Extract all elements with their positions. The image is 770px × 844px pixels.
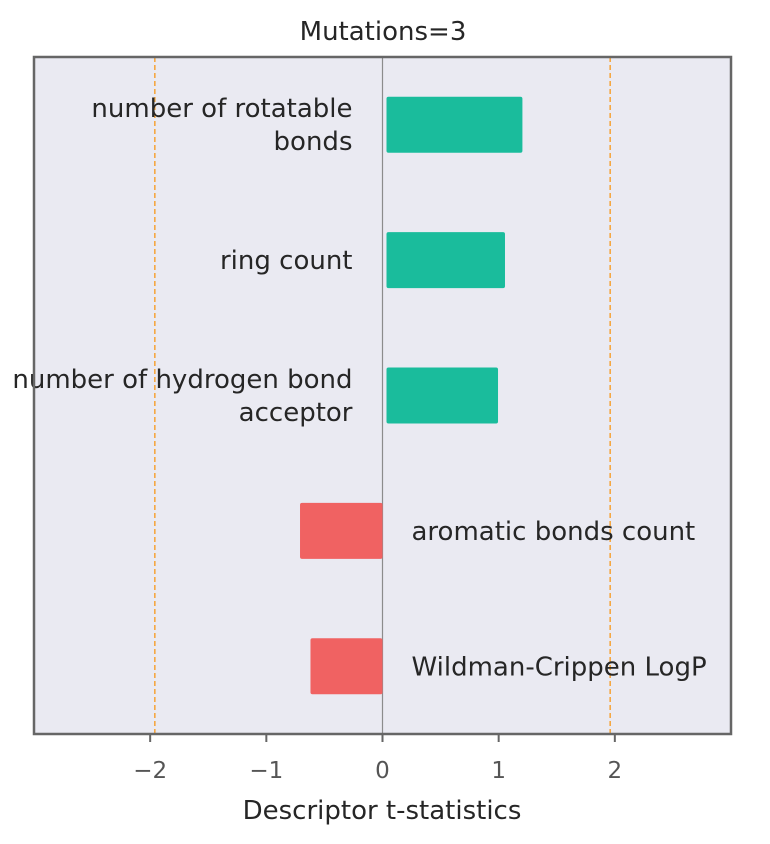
- chart-title: Mutations=3: [300, 17, 467, 47]
- x-tick-label-3: 1: [491, 758, 506, 784]
- bar-1: [386, 232, 505, 289]
- x-tick-label-4: 2: [608, 758, 623, 784]
- category-label-3: aromatic bonds count: [412, 517, 696, 547]
- x-tick-label-2: 0: [375, 758, 390, 784]
- threshold-lines: [154, 57, 611, 734]
- category-labels: number of rotatable bonds ring count number…: [12, 94, 706, 682]
- bar-0: [386, 96, 523, 153]
- category-label-4: Wildman-Crippen LogP: [412, 652, 707, 682]
- bar-4: [310, 638, 383, 695]
- x-tick-label-1: −1: [249, 758, 283, 784]
- bar-2: [386, 367, 499, 424]
- bars: [300, 96, 523, 695]
- category-label-0: number of rotatable bonds: [91, 94, 352, 157]
- category-label-1: ring count: [220, 246, 353, 276]
- x-axis-label: Descriptor t-statistics: [243, 796, 522, 826]
- category-label-2: number of hydrogen bond acceptor: [12, 365, 352, 428]
- x-tick-label-0: −2: [133, 758, 167, 784]
- bar-3: [300, 502, 383, 559]
- x-axis: −2 −1 0 1 2: [133, 734, 622, 784]
